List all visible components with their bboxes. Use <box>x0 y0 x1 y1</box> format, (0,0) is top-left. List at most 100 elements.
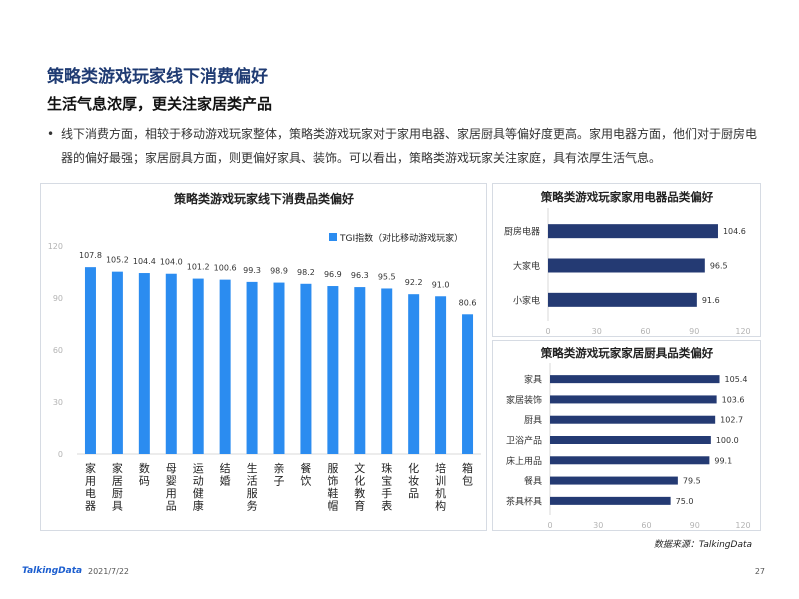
x-category-label: 文化教育 <box>354 461 365 513</box>
y-category-label: 小家电 <box>513 294 540 306</box>
y-tick-label: 30 <box>53 398 63 407</box>
bar-value-label: 99.3 <box>243 266 261 275</box>
data-source-note: 数据来源：TalkingData <box>653 540 752 550</box>
bar <box>548 292 697 307</box>
y-tick-label: 120 <box>48 242 63 251</box>
bar-value-label: 92.2 <box>405 278 423 287</box>
x-category-label: 运动健康 <box>193 462 204 513</box>
appliance-bar-chart: 策略类游戏玩家家用电器品类偏好 0 30 60 90 120 厨房电器 104.6 大家电 96.… <box>504 190 751 336</box>
bar <box>381 288 393 454</box>
y-tick-label: 60 <box>53 346 63 355</box>
x-category-label: 餐饮 <box>300 461 311 488</box>
x-tick-label: 60 <box>641 521 651 530</box>
bar-value-label: 79.5 <box>683 477 701 486</box>
bar-value-label: 96.9 <box>324 270 342 279</box>
bar <box>548 258 705 273</box>
bar-value-label: 104.6 <box>723 227 746 236</box>
page-subtitle: 生活气息浓厚，更关注家居类产品 <box>47 95 273 113</box>
bar-value-label: 105.4 <box>725 375 748 384</box>
y-category-label: 家具 <box>524 374 542 386</box>
x-category-label: 生活服务 <box>247 461 258 513</box>
bar-value-label: 104.4 <box>133 257 156 266</box>
y-tick-label: 0 <box>58 450 63 459</box>
x-tick-label: 30 <box>593 521 603 530</box>
bar-value-label: 98.2 <box>297 268 315 277</box>
main-bar-chart: 策略类游戏玩家线下消费品类偏好 TGI指数（对比移动游戏玩家） 0 30 60 90 120… <box>48 191 481 513</box>
bar <box>548 224 718 239</box>
bar-value-label: 102.7 <box>720 416 743 425</box>
chart-title: 策略类游戏玩家家居厨具品类偏好 <box>540 346 714 360</box>
bar-value-label: 75.0 <box>676 497 694 506</box>
bar <box>550 415 716 424</box>
bar <box>550 456 710 465</box>
bar <box>327 286 339 454</box>
bar-value-label: 91.0 <box>432 280 450 289</box>
bar-value-label: 98.9 <box>270 267 288 276</box>
bar-value-label: 95.5 <box>378 272 396 281</box>
x-tick-label: 0 <box>545 327 550 336</box>
x-category-label: 服饰鞋帽 <box>327 462 338 513</box>
bar-value-label: 96.3 <box>351 271 369 280</box>
bar <box>192 278 204 454</box>
x-category-label: 家居厨具 <box>112 461 123 513</box>
y-tick-label: 90 <box>53 294 63 303</box>
bar-value-label: 91.6 <box>702 296 720 305</box>
x-tick-label: 90 <box>690 521 700 530</box>
legend-swatch <box>329 233 337 241</box>
y-category-label: 厨房电器 <box>504 226 540 238</box>
bar <box>408 294 420 454</box>
bar-value-label: 100.6 <box>214 264 237 273</box>
bar-value-label: 103.6 <box>722 395 745 404</box>
bar <box>550 496 671 505</box>
summary-text: 线下消费方面，相较于移动游戏玩家整体，策略类游戏玩家对于家用电器、家居厨具等偏好… <box>61 127 758 165</box>
y-category-label: 家居装饰 <box>506 394 542 406</box>
bar-value-label: 99.1 <box>714 456 732 465</box>
x-category-label: 结婚 <box>220 462 231 488</box>
bar <box>462 314 474 454</box>
x-category-label: 箱包 <box>462 461 473 488</box>
bullet-marker: • <box>47 127 55 141</box>
x-category-label: 家用电器 <box>85 461 96 513</box>
y-category-label: 大家电 <box>513 260 540 272</box>
bar-value-label: 104.0 <box>160 258 183 267</box>
bar <box>550 375 720 384</box>
bar-value-label: 105.2 <box>106 256 129 265</box>
bar <box>550 395 717 404</box>
bar <box>111 271 123 454</box>
bar-value-label: 100.0 <box>716 436 739 445</box>
y-category-label: 餐具 <box>524 475 542 487</box>
kitchen-chart-panel: 策略类游戏玩家家居厨具品类偏好 0 30 60 90 120 家具 105.4 家居装饰 103.… <box>492 340 761 531</box>
x-category-label: 数码 <box>139 462 150 488</box>
x-tick-label: 60 <box>640 327 650 336</box>
bar-value-label: 101.2 <box>187 263 210 272</box>
legend-label: TGI指数（对比移动游戏玩家） <box>339 232 463 244</box>
chart-title: 策略类游戏玩家家用电器品类偏好 <box>540 190 714 204</box>
talkingdata-logo: TalkingData <box>22 566 83 576</box>
bar <box>550 476 678 485</box>
x-tick-label: 30 <box>592 327 602 336</box>
bar <box>84 267 96 454</box>
x-category-label: 母婴用品 <box>166 462 177 513</box>
bar <box>165 273 177 454</box>
bar-value-label: 80.6 <box>459 298 477 307</box>
x-category-label: 珠宝手表 <box>381 461 392 513</box>
bar <box>550 436 711 444</box>
bar <box>435 296 447 454</box>
x-category-label: 亲子 <box>274 461 285 488</box>
footer-date: 2021/7/22 <box>88 567 130 576</box>
page-number: 27 <box>754 567 765 576</box>
x-category-label: 培训机构 <box>435 461 446 513</box>
kitchen-bar-chart: 策略类游戏玩家家居厨具品类偏好 0 30 60 90 120 家具 105.4 家居装饰 103.… <box>506 346 751 530</box>
page-title: 策略类游戏玩家线下消费偏好 <box>47 67 268 87</box>
bar-value-label: 107.8 <box>79 251 102 260</box>
main-chart-panel: 策略类游戏玩家线下消费品类偏好 TGI指数（对比移动游戏玩家） 0 30 60 90 120… <box>40 183 487 531</box>
bar <box>273 282 285 454</box>
y-category-label: 厨具 <box>524 415 542 426</box>
bar-value-label: 96.5 <box>710 262 728 271</box>
x-category-label: 化妆品 <box>408 461 419 500</box>
bar <box>219 279 231 454</box>
bar <box>300 283 312 454</box>
bar <box>246 281 258 454</box>
x-tick-label: 120 <box>735 521 750 530</box>
appliance-chart-panel: 策略类游戏玩家家用电器品类偏好 0 30 60 90 120 厨房电器 104.6 大家电 96.… <box>492 183 761 337</box>
